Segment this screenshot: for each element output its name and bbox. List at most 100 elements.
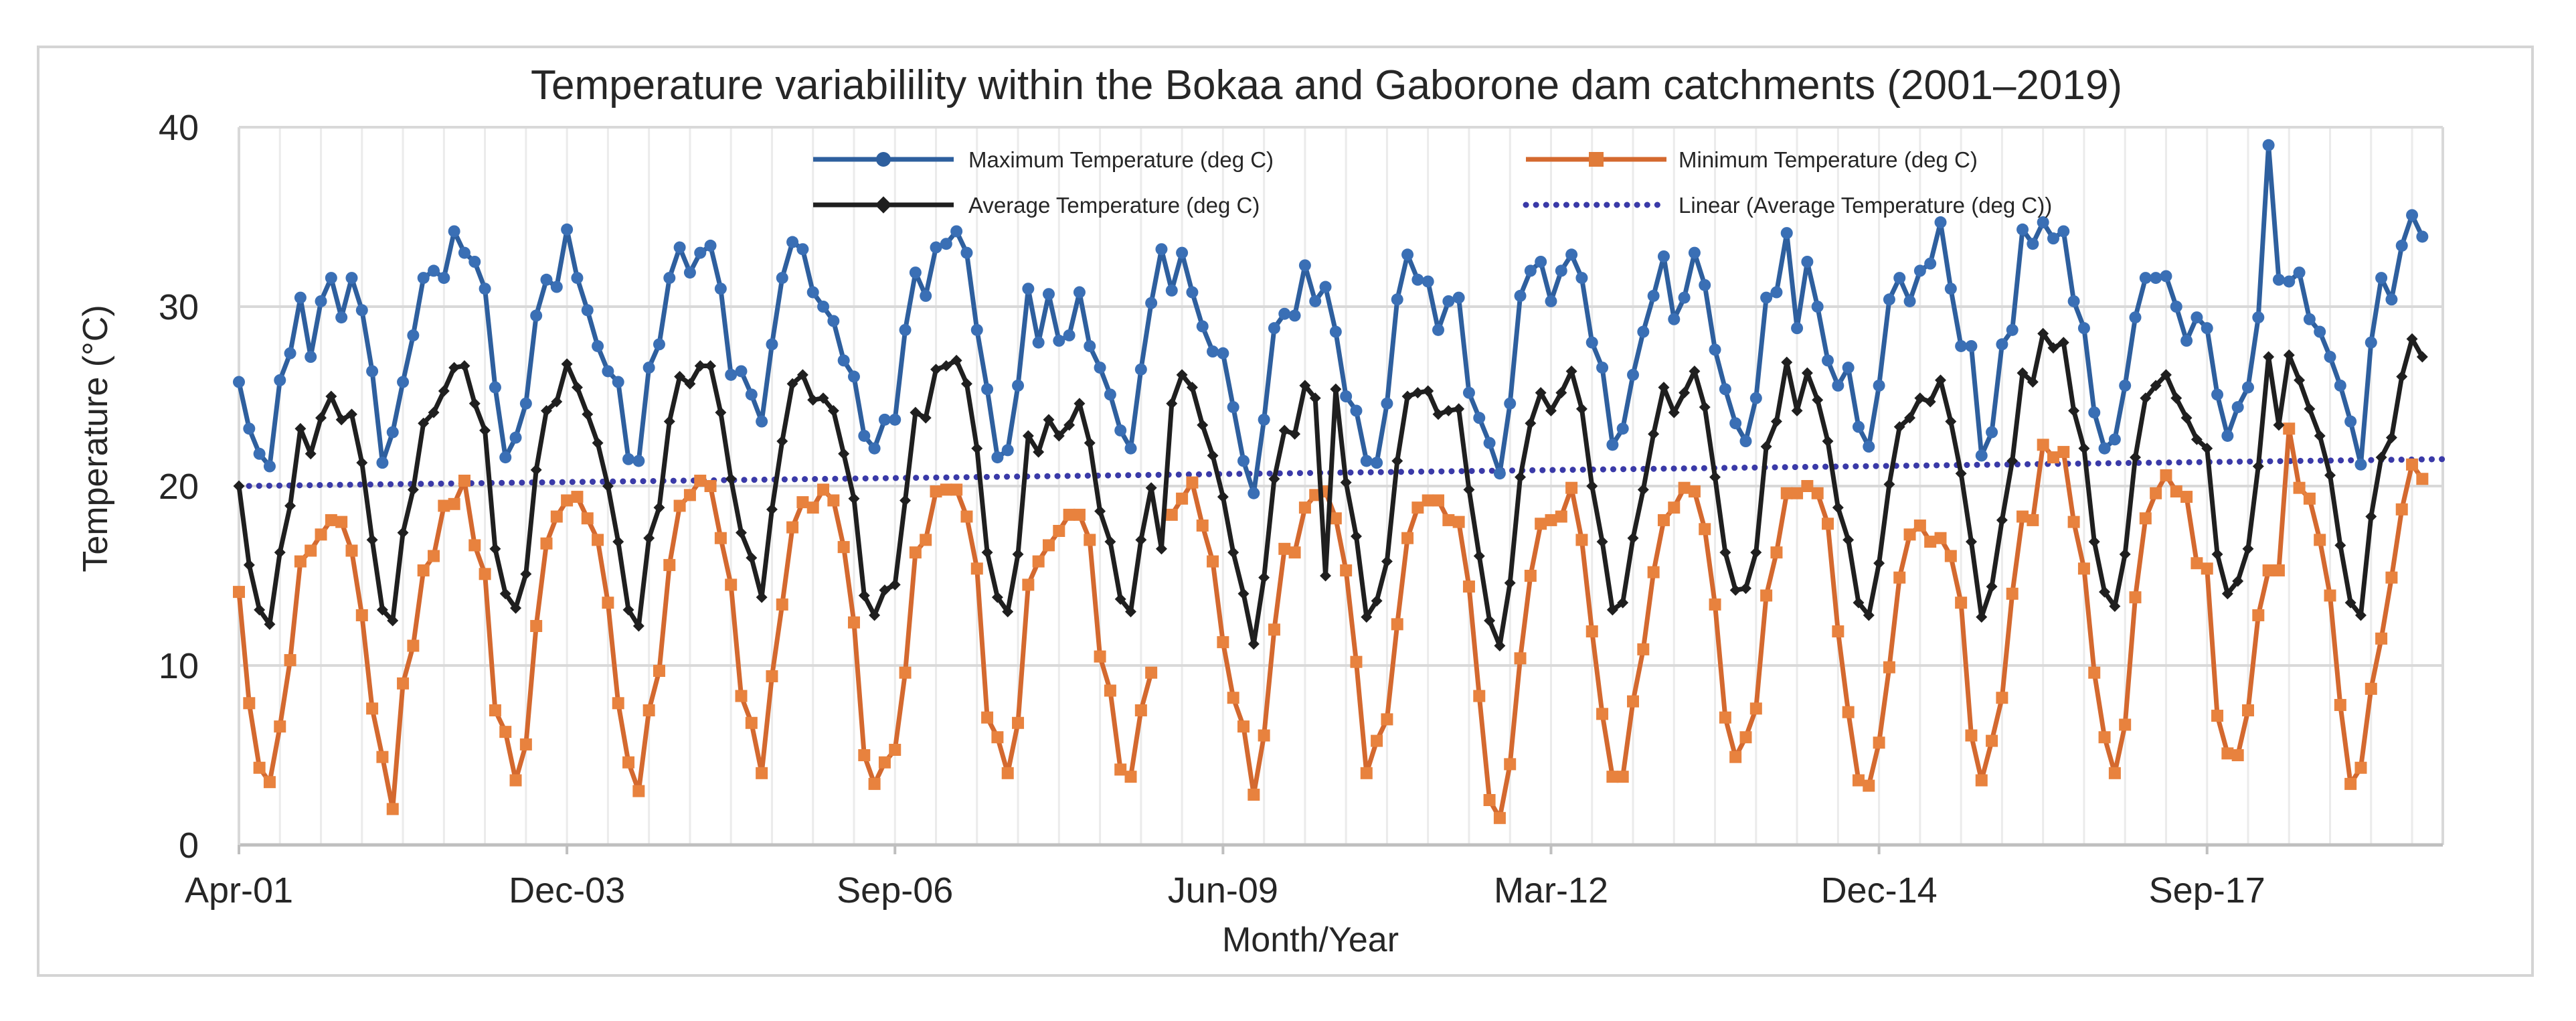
data-point xyxy=(970,562,983,575)
chart-frame xyxy=(37,46,2534,977)
data-point xyxy=(315,295,327,307)
series-max-temperature xyxy=(233,139,2429,499)
data-point xyxy=(1237,720,1250,733)
data-point xyxy=(2139,272,2152,285)
data-point xyxy=(1760,291,1773,304)
data-point xyxy=(438,272,450,285)
data-point xyxy=(2303,313,2316,325)
data-point xyxy=(960,246,973,259)
data-point xyxy=(1166,398,1178,410)
data-point xyxy=(2334,698,2346,711)
data-point xyxy=(1483,794,1496,806)
data-point xyxy=(817,301,830,313)
data-point xyxy=(243,697,256,710)
data-point xyxy=(1494,640,1506,652)
data-point xyxy=(1944,550,1957,562)
data-point xyxy=(1585,625,1598,638)
data-point xyxy=(1484,615,1496,627)
data-point xyxy=(1124,442,1137,455)
data-point xyxy=(1217,491,1229,503)
data-point xyxy=(2344,777,2357,790)
data-point xyxy=(243,559,255,571)
data-point xyxy=(1227,692,1239,704)
data-point xyxy=(1176,492,1189,505)
data-point xyxy=(1114,593,1126,605)
data-point xyxy=(1524,570,1537,582)
data-point xyxy=(2191,433,2203,445)
data-point xyxy=(519,738,532,751)
data-point xyxy=(1012,379,1025,392)
data-point xyxy=(1176,369,1188,381)
data-point xyxy=(1350,530,1362,542)
data-point xyxy=(1227,546,1239,558)
legend-item-max[interactable]: Maximum Temperature (deg C) xyxy=(813,147,1274,172)
data-point xyxy=(540,273,553,286)
data-point xyxy=(1586,480,1598,492)
data-point xyxy=(2221,747,2234,760)
data-point xyxy=(674,371,686,383)
legend-max-label: Maximum Temperature (deg C) xyxy=(968,147,1274,172)
data-point xyxy=(1678,481,1691,494)
data-point xyxy=(899,666,912,679)
data-point xyxy=(806,501,819,514)
data-point xyxy=(1063,419,1076,431)
data-point xyxy=(1709,471,1721,483)
data-point xyxy=(1986,426,1998,439)
data-point xyxy=(243,422,256,435)
data-point xyxy=(745,388,758,401)
data-point xyxy=(2385,571,2398,584)
data-point xyxy=(868,777,881,790)
data-point xyxy=(2324,469,2336,481)
data-point xyxy=(2221,429,2234,442)
data-point xyxy=(981,546,993,558)
data-point xyxy=(2406,209,2419,222)
data-point xyxy=(1739,435,1752,447)
data-point xyxy=(2160,469,2172,481)
data-point xyxy=(673,499,686,512)
legend-item-avg[interactable]: Average Temperature (deg C) xyxy=(813,193,1260,218)
data-point xyxy=(1996,514,2008,526)
data-point xyxy=(1842,706,1855,718)
data-point xyxy=(817,483,830,496)
data-point xyxy=(274,720,286,733)
data-point xyxy=(776,435,788,447)
data-point xyxy=(1863,441,1875,453)
data-point xyxy=(705,360,717,372)
data-point xyxy=(2354,761,2367,774)
data-point xyxy=(858,429,871,442)
data-point xyxy=(2272,273,2285,286)
data-point xyxy=(1739,731,1752,744)
data-point xyxy=(1033,446,1045,458)
data-point xyxy=(2016,223,2029,236)
legend-item-linear[interactable]: Linear (Average Temperature (deg C)) xyxy=(1523,193,2052,218)
legend-item-min[interactable]: Minimum Temperature (deg C) xyxy=(1526,147,1978,172)
data-point xyxy=(1873,736,1885,749)
legend-avg-marker xyxy=(875,196,892,214)
data-point xyxy=(1155,543,1167,555)
data-point xyxy=(407,329,420,341)
data-point xyxy=(1032,336,1045,349)
data-point xyxy=(1719,711,1731,724)
data-point xyxy=(2262,139,2275,151)
data-point xyxy=(909,546,922,559)
data-point xyxy=(1913,519,1926,532)
data-point xyxy=(1924,257,1937,270)
data-point xyxy=(1186,476,1199,489)
data-point xyxy=(1493,467,1506,480)
data-point xyxy=(325,390,337,402)
data-point xyxy=(1401,248,1414,261)
series-avg-temperature xyxy=(233,327,2428,652)
data-point xyxy=(428,264,440,277)
data-point xyxy=(2354,609,2367,621)
data-point xyxy=(2047,232,2059,245)
data-point xyxy=(1935,374,1946,386)
data-point xyxy=(2354,458,2367,471)
data-point xyxy=(1873,379,1885,392)
data-point xyxy=(1986,580,1998,593)
data-point xyxy=(274,374,286,386)
data-point xyxy=(704,480,717,492)
data-point xyxy=(694,474,707,487)
data-point xyxy=(858,749,871,761)
data-point xyxy=(622,453,635,465)
data-point xyxy=(1473,690,1486,702)
